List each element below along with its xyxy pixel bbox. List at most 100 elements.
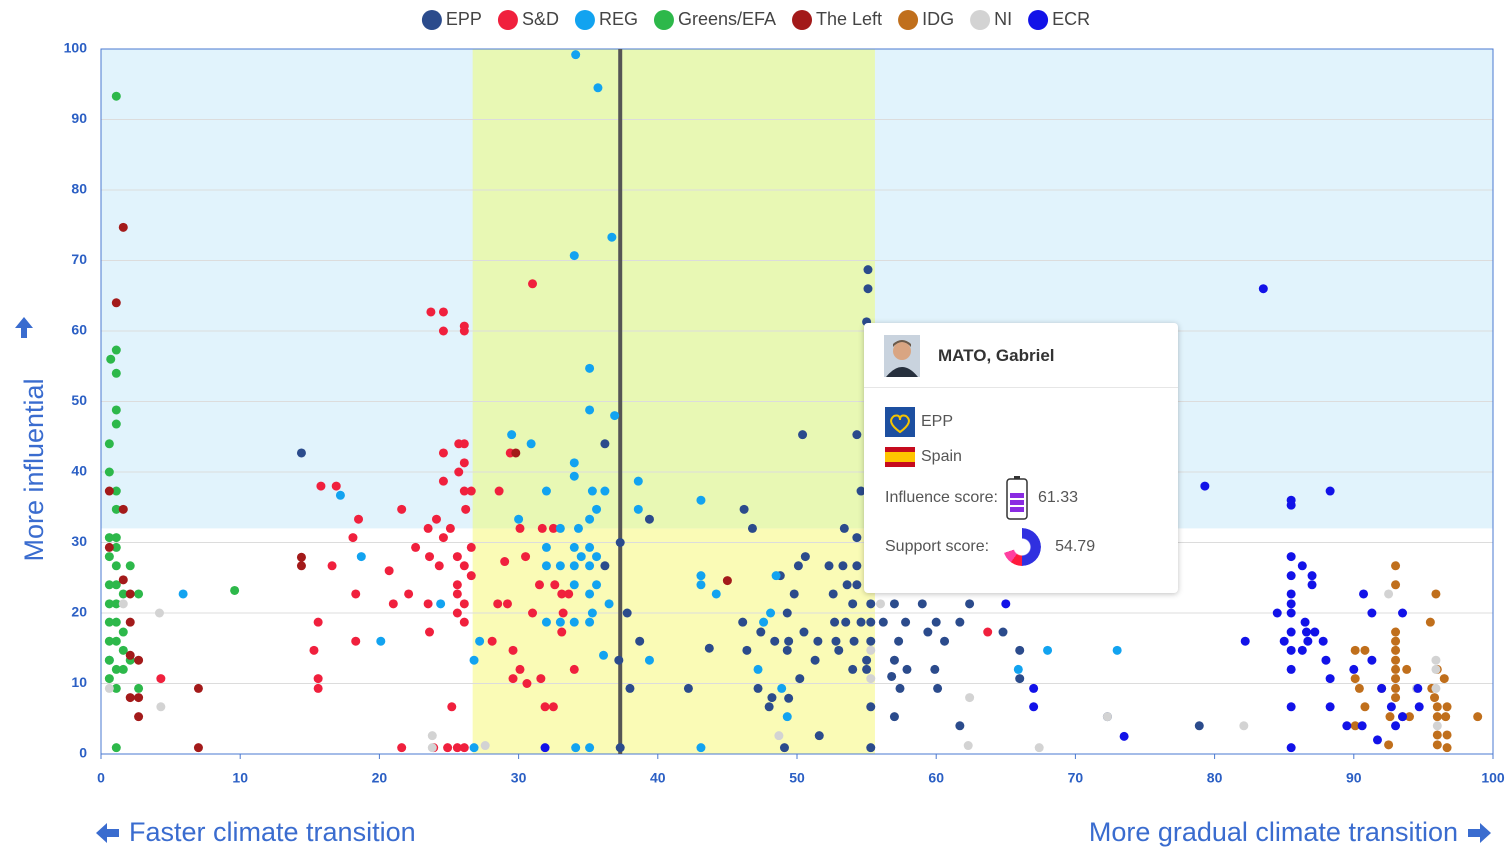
point <box>460 743 469 752</box>
x-tick-label: 80 <box>1207 770 1223 786</box>
point <box>514 515 523 524</box>
point <box>1195 721 1204 730</box>
point <box>1287 743 1296 752</box>
point <box>852 561 861 570</box>
point <box>1287 571 1296 580</box>
support-donut <box>1003 528 1041 566</box>
point <box>460 618 469 627</box>
point <box>1319 637 1328 646</box>
point <box>460 561 469 570</box>
point <box>1433 702 1442 711</box>
point <box>481 741 490 750</box>
point <box>1415 702 1424 711</box>
point <box>536 674 545 683</box>
point <box>348 533 357 542</box>
point <box>1298 646 1307 655</box>
point <box>765 702 774 711</box>
point <box>439 533 448 542</box>
point <box>1426 618 1435 627</box>
point <box>585 561 594 570</box>
point <box>1301 618 1310 627</box>
point <box>542 561 551 570</box>
point <box>1398 609 1407 618</box>
point <box>453 609 462 618</box>
point <box>1287 665 1296 674</box>
point <box>1001 599 1010 608</box>
point <box>541 702 550 711</box>
point <box>460 599 469 608</box>
point <box>1360 646 1369 655</box>
avatar <box>884 335 920 377</box>
point <box>507 430 516 439</box>
group-logo <box>885 407 915 437</box>
point <box>389 599 398 608</box>
y-tick-label: 80 <box>71 181 87 197</box>
point <box>748 524 757 533</box>
point <box>585 364 594 373</box>
point <box>425 552 434 561</box>
point <box>1433 740 1442 749</box>
point <box>1351 646 1360 655</box>
point <box>1359 589 1368 598</box>
point <box>1441 712 1450 721</box>
point <box>600 487 609 496</box>
point <box>783 712 792 721</box>
point <box>1302 628 1311 637</box>
x-tick-label: 100 <box>1481 770 1505 786</box>
point <box>439 307 448 316</box>
influence-value: 61.33 <box>1038 489 1078 507</box>
point <box>376 637 385 646</box>
point <box>105 552 114 561</box>
point <box>1113 646 1122 655</box>
y-tick-label: 10 <box>71 674 87 690</box>
country-row: Spain <box>885 447 962 467</box>
point <box>866 599 875 608</box>
point <box>766 609 775 618</box>
y-tick-label: 30 <box>71 533 87 549</box>
point <box>1473 712 1482 721</box>
point <box>1014 665 1023 674</box>
point <box>515 665 524 674</box>
point <box>105 674 114 683</box>
point <box>105 439 114 448</box>
point <box>777 684 786 693</box>
point <box>112 405 121 414</box>
point <box>354 515 363 524</box>
point <box>112 420 121 429</box>
point <box>509 674 518 683</box>
point <box>940 637 949 646</box>
point <box>1431 684 1440 693</box>
point <box>1287 599 1296 608</box>
point <box>105 684 114 693</box>
point <box>852 430 861 439</box>
divider <box>864 387 1178 388</box>
point <box>446 524 455 533</box>
point <box>799 628 808 637</box>
point <box>453 580 462 589</box>
legend-marker <box>422 10 442 30</box>
point <box>841 618 850 627</box>
point <box>1391 693 1400 702</box>
point <box>134 693 143 702</box>
point <box>500 557 509 566</box>
point <box>557 628 566 637</box>
support-row: Support score: 54.79 <box>885 528 1095 566</box>
point <box>756 628 765 637</box>
point <box>527 439 536 448</box>
band-upper <box>473 49 875 528</box>
point <box>156 674 165 683</box>
point <box>616 743 625 752</box>
point <box>1103 712 1112 721</box>
point <box>447 702 456 711</box>
point <box>112 346 121 355</box>
point <box>645 656 654 665</box>
point <box>1443 743 1452 752</box>
point <box>156 702 165 711</box>
point <box>1239 721 1248 730</box>
point <box>754 665 763 674</box>
point <box>1349 665 1358 674</box>
support-label: Support score: <box>885 538 989 556</box>
x-tick-label: 30 <box>511 770 527 786</box>
point <box>454 468 463 477</box>
